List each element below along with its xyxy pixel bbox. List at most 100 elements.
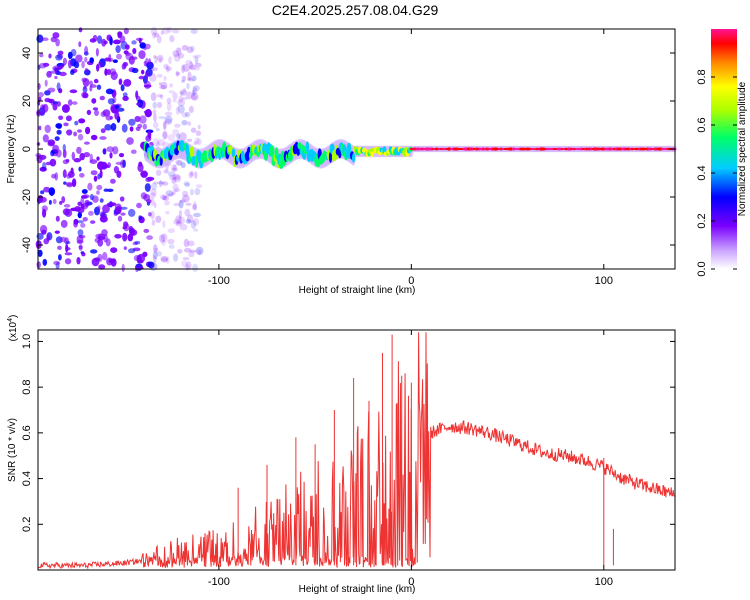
noise-blob bbox=[197, 249, 202, 255]
noise-blob bbox=[147, 261, 155, 269]
noise-blob bbox=[156, 35, 162, 44]
spectrogram-panel: -100 0 100 -40 -20 0 20 40 Height of straight … bbox=[6, 26, 677, 296]
noise-blob bbox=[193, 66, 200, 71]
y-tick-label: 0.2 bbox=[21, 517, 33, 532]
noise-blob bbox=[97, 35, 103, 44]
noise-blob bbox=[70, 167, 74, 175]
noise-blob bbox=[162, 131, 168, 140]
noise-blob bbox=[97, 173, 101, 180]
noise-blob bbox=[44, 124, 51, 134]
noise-blob bbox=[194, 62, 202, 68]
noise-blob bbox=[84, 67, 89, 74]
noise-blob bbox=[184, 208, 191, 217]
noise-blob bbox=[160, 30, 164, 35]
noise-blob bbox=[65, 115, 72, 122]
noise-blob bbox=[167, 228, 175, 234]
noise-blob bbox=[73, 131, 77, 137]
noise-blob bbox=[42, 162, 47, 171]
noise-blob bbox=[84, 141, 90, 145]
noise-blob bbox=[106, 68, 111, 76]
colorbar-tick-label: 0.4 bbox=[696, 165, 708, 180]
noise-blob bbox=[154, 60, 158, 64]
noise-blob bbox=[154, 55, 159, 62]
noise-blob bbox=[96, 156, 100, 161]
noise-blob bbox=[70, 69, 75, 75]
noise-blob bbox=[137, 259, 144, 264]
noise-blob bbox=[129, 227, 135, 236]
noise-blob bbox=[78, 118, 86, 124]
noise-blob bbox=[166, 97, 172, 105]
noise-blob bbox=[185, 219, 192, 224]
noise-blob bbox=[171, 167, 178, 172]
noise-blob bbox=[79, 172, 85, 178]
noise-blob bbox=[70, 207, 78, 212]
noise-blob bbox=[122, 232, 128, 242]
noise-blob bbox=[73, 158, 82, 163]
noise-blob bbox=[140, 171, 148, 177]
noise-blob bbox=[71, 151, 76, 161]
noise-blob bbox=[172, 128, 180, 136]
snr-frame bbox=[37, 329, 676, 571]
noise-blob bbox=[88, 210, 94, 216]
noise-blob bbox=[193, 201, 197, 210]
colorbar: 0.0 0.2 0.4 0.6 0.8 Normalized spectral ampl… bbox=[696, 29, 748, 277]
noise-blob bbox=[169, 174, 177, 181]
noise-blob bbox=[121, 263, 125, 273]
noise-blob bbox=[96, 190, 100, 195]
noise-blob bbox=[84, 56, 88, 63]
noise-blob bbox=[71, 178, 77, 188]
noise-blob bbox=[41, 37, 49, 41]
noise-blob bbox=[182, 190, 189, 197]
noise-blob bbox=[109, 68, 117, 76]
noise-blob bbox=[149, 73, 157, 82]
noise-blob bbox=[119, 196, 125, 202]
noise-blob bbox=[78, 41, 82, 48]
noise-blob bbox=[187, 240, 195, 247]
noise-blob bbox=[66, 129, 73, 136]
noise-blob bbox=[168, 56, 172, 65]
noise-blob bbox=[56, 123, 62, 129]
noise-blob bbox=[77, 133, 84, 141]
noise-blob bbox=[106, 188, 114, 192]
noise-blob bbox=[68, 59, 72, 69]
noise-blob bbox=[44, 97, 51, 103]
noise-blob bbox=[177, 98, 186, 107]
noise-blob bbox=[179, 199, 186, 204]
noise-blob bbox=[181, 64, 185, 74]
noise-blob bbox=[173, 188, 181, 193]
noise-blob bbox=[42, 208, 47, 218]
noise-blob bbox=[98, 264, 106, 270]
noise-blob bbox=[105, 88, 114, 95]
noise-blob bbox=[112, 59, 118, 63]
noise-blob bbox=[182, 257, 190, 261]
noise-blob bbox=[94, 109, 99, 116]
noise-blob bbox=[184, 182, 191, 187]
noise-blob bbox=[108, 202, 117, 207]
noise-blob bbox=[135, 90, 139, 99]
noise-blob bbox=[175, 106, 180, 116]
x-tick-label: 100 bbox=[595, 576, 613, 588]
noise-blob bbox=[163, 121, 167, 130]
noise-blob bbox=[77, 211, 83, 219]
noise-blob bbox=[185, 261, 192, 270]
noise-blob bbox=[154, 247, 159, 252]
noise-blob bbox=[115, 161, 124, 165]
noise-blob bbox=[153, 113, 157, 122]
noise-blob bbox=[47, 87, 56, 93]
noise-blob bbox=[153, 244, 158, 254]
noise-blob bbox=[195, 246, 204, 256]
noise-blob bbox=[64, 252, 73, 256]
noise-blob bbox=[175, 159, 183, 165]
noise-blob bbox=[160, 255, 169, 262]
noise-blob bbox=[189, 64, 196, 71]
noise-blob bbox=[143, 194, 151, 202]
noise-blob bbox=[100, 128, 106, 134]
noise-blob bbox=[76, 239, 84, 244]
noise-blob bbox=[102, 109, 111, 117]
noise-blob bbox=[77, 229, 84, 237]
noise-blob bbox=[122, 92, 128, 97]
colorbar-label: Normalized spectral amplitude bbox=[737, 81, 748, 216]
noise-blob bbox=[193, 228, 199, 232]
noise-blob bbox=[141, 69, 145, 75]
noise-blob bbox=[98, 161, 105, 167]
